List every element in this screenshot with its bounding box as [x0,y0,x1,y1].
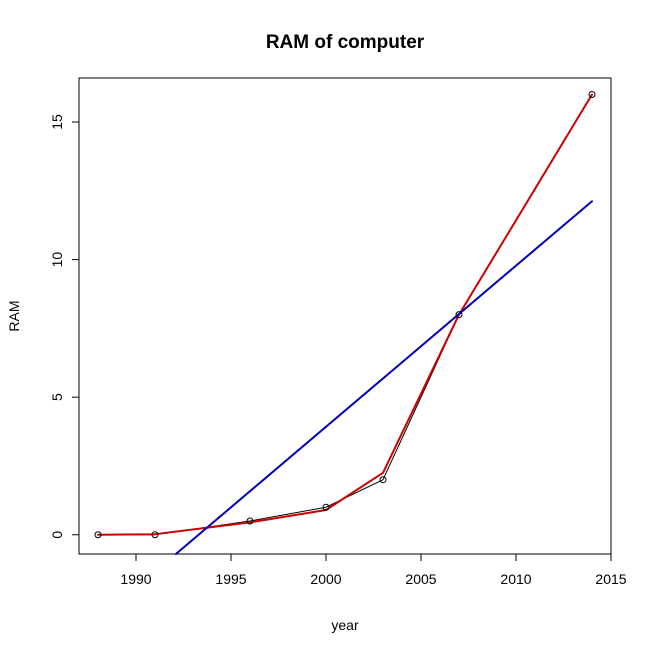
data-point [588,91,596,99]
y-tick-label: 15 [49,114,65,130]
x-tick-label: 2010 [500,571,531,587]
x-axis: 1990 1995 2000 2005 2010 2015 [120,554,627,587]
y-axis-label: RAM [6,300,22,331]
x-tick-label: 1995 [215,571,246,587]
series-layer [94,91,596,555]
data-point [455,311,463,319]
x-tick-label: 2005 [405,571,436,587]
y-axis: 0 5 10 15 [49,114,79,539]
series-line-1 [97,93,593,536]
data-point [379,476,387,484]
x-tick-label: 2000 [310,571,341,587]
y-tick-label: 10 [49,252,65,268]
data-point [322,503,330,511]
chart-title: RAM of computer [266,32,425,53]
y-tick-label: 0 [49,531,65,539]
data-point [151,531,159,539]
x-tick-label: 1990 [120,571,151,587]
plot-area [78,77,612,555]
series-line-2 [174,200,593,555]
y-tick-label: 5 [49,393,65,401]
data-point [94,531,102,539]
series-line-0 [97,94,593,536]
x-tick-label: 2015 [595,571,626,587]
data-point [246,517,254,525]
x-axis-label: year [331,617,359,633]
